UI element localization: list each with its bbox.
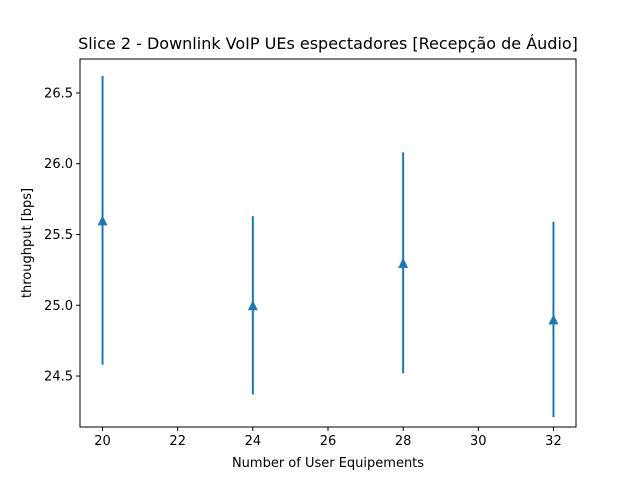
x-tick-label: 20	[94, 434, 111, 449]
x-tick-label: 28	[395, 434, 412, 449]
data-point	[97, 215, 108, 226]
y-tick-label: 26.5	[44, 86, 73, 101]
y-axis-label: throughput [bps]	[20, 188, 35, 298]
plot-area	[97, 75, 559, 418]
x-axis-label: Number of User Equipements	[232, 456, 424, 471]
y-tick-label: 26.0	[44, 157, 73, 172]
data-point	[548, 314, 559, 325]
data-markers	[97, 215, 559, 325]
data-point	[398, 257, 409, 268]
chart-title: Slice 2 - Downlink VoIP UEs espectadores…	[78, 34, 578, 53]
x-tick-label: 30	[470, 434, 487, 449]
x-axis: 20 22 24 26 28 30 32	[94, 427, 562, 449]
y-tick-label: 25.5	[44, 228, 73, 243]
data-point	[247, 300, 258, 311]
y-axis: 24.5 25.0 25.5 26.0 26.5	[44, 86, 80, 385]
x-tick-label: 22	[169, 434, 186, 449]
x-tick-label: 32	[545, 434, 562, 449]
x-tick-label: 24	[245, 434, 262, 449]
y-tick-label: 25.0	[44, 299, 73, 314]
plot-frame	[79, 58, 577, 428]
x-tick-label: 26	[320, 434, 337, 449]
y-tick-label: 24.5	[44, 370, 73, 385]
